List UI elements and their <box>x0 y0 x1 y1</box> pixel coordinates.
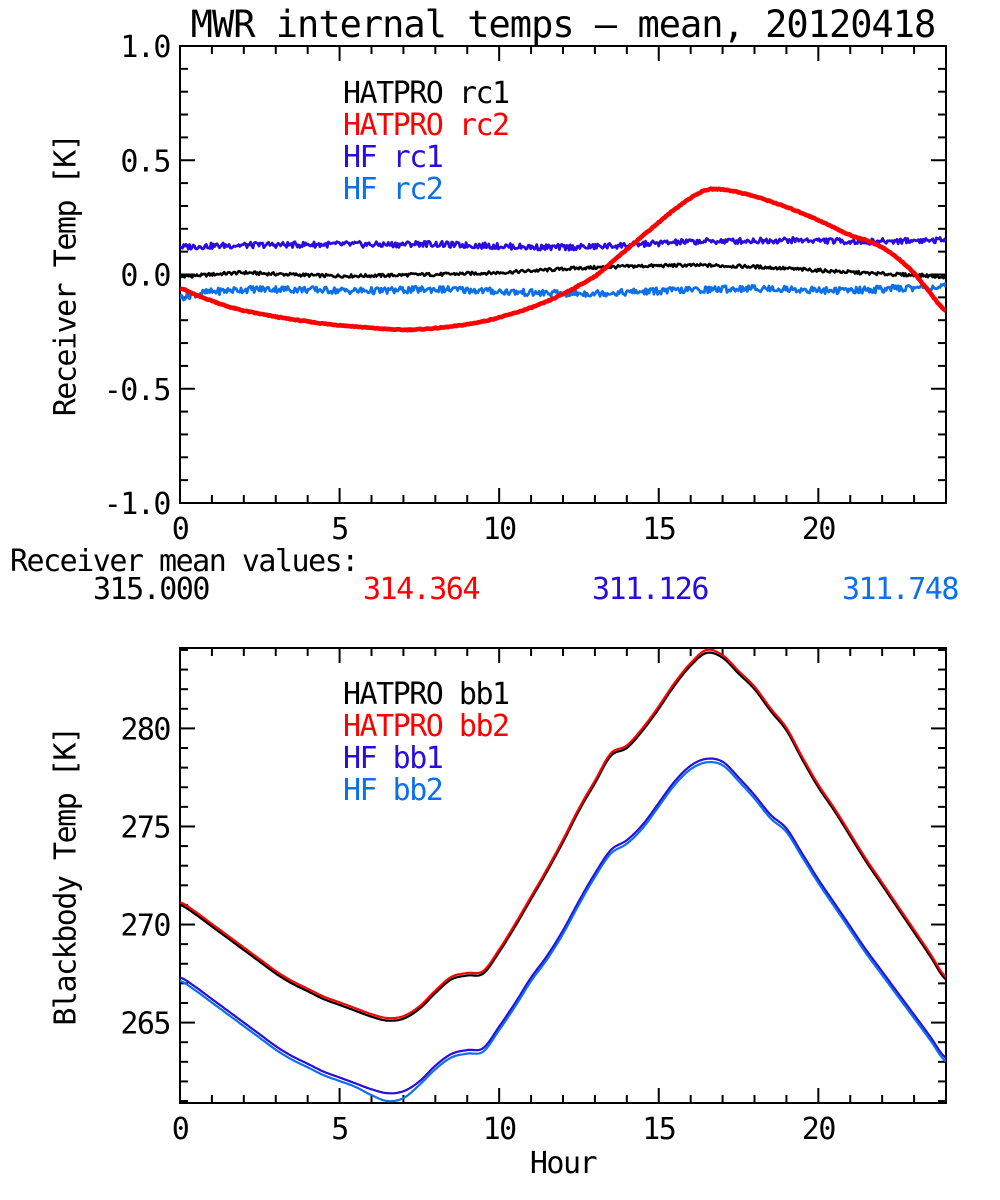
blackbody-y-axis-title: Blackbody Temp [K] <box>48 727 84 1026</box>
svg-text:0.5: 0.5 <box>120 144 170 179</box>
x-axis-title: Hour <box>529 1146 598 1181</box>
legend-item-hf-rc1: HF rc1 <box>343 140 444 175</box>
svg-text:0.0: 0.0 <box>120 259 170 294</box>
svg-text:-1.0: -1.0 <box>104 487 171 522</box>
svg-text:20: 20 <box>802 512 836 547</box>
svg-text:1.0: 1.0 <box>120 30 170 65</box>
svg-text:265: 265 <box>120 1007 170 1042</box>
mean-value-hf-rc2: 311.748 <box>842 572 959 607</box>
legend-item-hatpro-rc2: HATPRO rc2 <box>343 108 510 143</box>
svg-text:270: 270 <box>120 909 170 944</box>
legend-item-hf-bb2: HF bb2 <box>343 773 444 808</box>
receiver-y-axis-title: Receiver Temp [K] <box>48 134 84 417</box>
mean-values-label: Receiver mean values: <box>10 544 359 579</box>
legend-item-hf-bb1: HF bb1 <box>343 741 444 776</box>
mean-value-hatpro-rc2: 314.364 <box>363 572 480 607</box>
receiver-legend: HATPRO rc1 HATPRO rc2 HF rc1 HF rc2 <box>343 76 510 207</box>
blackbody-legend: HATPRO bb1 HATPRO bb2 HF bb1 HF bb2 <box>343 677 510 808</box>
svg-text:280: 280 <box>120 712 170 747</box>
svg-text:10: 10 <box>483 1112 517 1147</box>
svg-text:0: 0 <box>172 1112 189 1147</box>
svg-text:5: 5 <box>331 1112 348 1147</box>
svg-text:10: 10 <box>483 512 517 547</box>
svg-text:275: 275 <box>120 810 170 845</box>
legend-item-hatpro-rc1: HATPRO rc1 <box>343 76 510 111</box>
legend-item-hatpro-bb2: HATPRO bb2 <box>343 709 510 744</box>
page-title: MWR internal temps – mean, 20120418 <box>190 3 937 46</box>
mean-value-hf-rc1: 311.126 <box>592 572 709 607</box>
mean-value-hatpro-rc1: 315.000 <box>93 572 210 607</box>
svg-text:20: 20 <box>802 1112 836 1147</box>
svg-text:-0.5: -0.5 <box>104 373 170 408</box>
svg-text:15: 15 <box>642 512 675 547</box>
legend-item-hatpro-bb1: HATPRO bb1 <box>343 677 510 712</box>
svg-text:0: 0 <box>172 512 189 547</box>
svg-text:5: 5 <box>331 512 348 547</box>
svg-text:15: 15 <box>642 1112 675 1147</box>
legend-item-hf-rc2: HF rc2 <box>343 172 444 207</box>
